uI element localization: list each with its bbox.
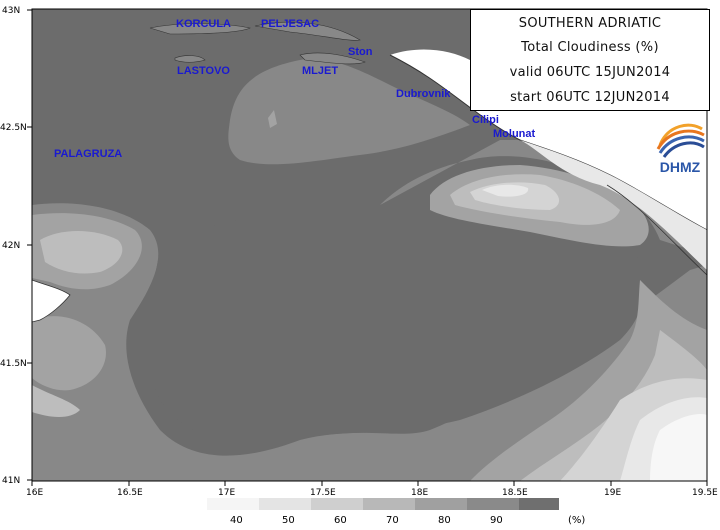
place-peljesac: PELJESAC xyxy=(261,18,319,30)
lon-label-19-5: 19.5E xyxy=(692,488,718,498)
cloud-band-80-bottom xyxy=(250,452,470,481)
legend-swatch-0 xyxy=(207,498,259,510)
place-palagruza: PALAGRUZA xyxy=(54,148,122,160)
island-korcula xyxy=(149,23,251,35)
lat-label-42: 42N xyxy=(2,241,20,251)
peninsula-peljesac xyxy=(254,21,361,41)
place-ston: Ston xyxy=(348,46,373,58)
cloud-band-90-core xyxy=(148,191,645,443)
cloud-band-60-southwest xyxy=(32,385,80,417)
legend-label-40: 40 xyxy=(230,515,243,526)
place-dubrovnik: Dubrovnik xyxy=(396,88,451,100)
logo-text: DHMZ xyxy=(659,159,701,175)
legend-label-80: 80 xyxy=(438,515,451,526)
place-labels: KORCULA PELJESAC Ston LASTOVO MLJET Dubr… xyxy=(54,18,535,160)
legend-label-70: 70 xyxy=(386,515,399,526)
cloud-band-80-south xyxy=(32,203,707,481)
legend-swatch-1 xyxy=(259,498,311,510)
lon-label-18: 18E xyxy=(411,488,428,498)
cloud-band-70-southwest xyxy=(32,316,106,391)
legend-swatch-5 xyxy=(467,498,519,510)
legend-label-50: 50 xyxy=(282,515,295,526)
dhmz-logo: DHMZ xyxy=(650,115,710,177)
island-lastovo xyxy=(174,55,206,63)
lon-label-16-5: 16.5E xyxy=(117,488,143,498)
place-korcula: KORCULA xyxy=(176,18,231,30)
lon-label-18-5: 18.5E xyxy=(502,488,528,498)
place-molunat: Molunat xyxy=(493,128,535,140)
cloud-band-80-north xyxy=(228,59,470,165)
lon-label-17-5: 17.5E xyxy=(310,488,336,498)
dhmz-swirl-logo xyxy=(656,123,705,158)
info-start: start 06UTC 12JUN2014 xyxy=(510,90,670,105)
legend: 40 50 60 70 80 90 (%) xyxy=(207,498,585,526)
lon-label-19: 19E xyxy=(604,488,621,498)
place-lastovo: LASTOVO xyxy=(177,65,230,77)
legend-unit: (%) xyxy=(568,515,585,526)
lat-label-43: 43N xyxy=(2,6,20,16)
lat-label-41: 41N xyxy=(2,476,20,486)
place-cilipi: Cilipi xyxy=(472,114,499,126)
cloud-band-60-west xyxy=(40,231,123,274)
legend-swatch-6 xyxy=(519,498,559,510)
legend-swatch-2 xyxy=(311,498,363,510)
lon-label-17: 17E xyxy=(218,488,235,498)
cloud-band-70-islet xyxy=(268,110,277,128)
lat-axis: 43N 42.5N 42N 41.5N 41N xyxy=(0,6,32,486)
place-mljet: MLJET xyxy=(302,65,338,77)
info-box: SOUTHERN ADRIATIC Total Cloudiness (%) v… xyxy=(470,9,710,111)
cloud-band-clear-southeast xyxy=(650,413,707,481)
lat-label-42-5: 42.5N xyxy=(0,123,27,133)
info-valid: valid 06UTC 15JUN2014 xyxy=(509,65,671,80)
island-mljet xyxy=(299,52,366,65)
cloud-band-40-coast xyxy=(482,184,529,197)
lat-label-41-5: 41.5N xyxy=(0,359,27,369)
legend-label-90: 90 xyxy=(490,515,503,526)
legend-swatch-3 xyxy=(363,498,415,510)
info-field: Total Cloudiness (%) xyxy=(521,40,659,55)
lon-label-16: 16E xyxy=(26,488,43,498)
lon-axis: 16E 16.5E 17E 17.5E 18E 18.5E 19E 19.5E xyxy=(26,481,718,498)
legend-label-60: 60 xyxy=(334,515,347,526)
land-italy-gargano xyxy=(32,279,71,323)
north-coast-area xyxy=(32,9,470,82)
coastline-albania xyxy=(606,184,707,276)
info-region: SOUTHERN ADRIATIC xyxy=(518,16,662,31)
legend-swatch-4 xyxy=(415,498,467,510)
